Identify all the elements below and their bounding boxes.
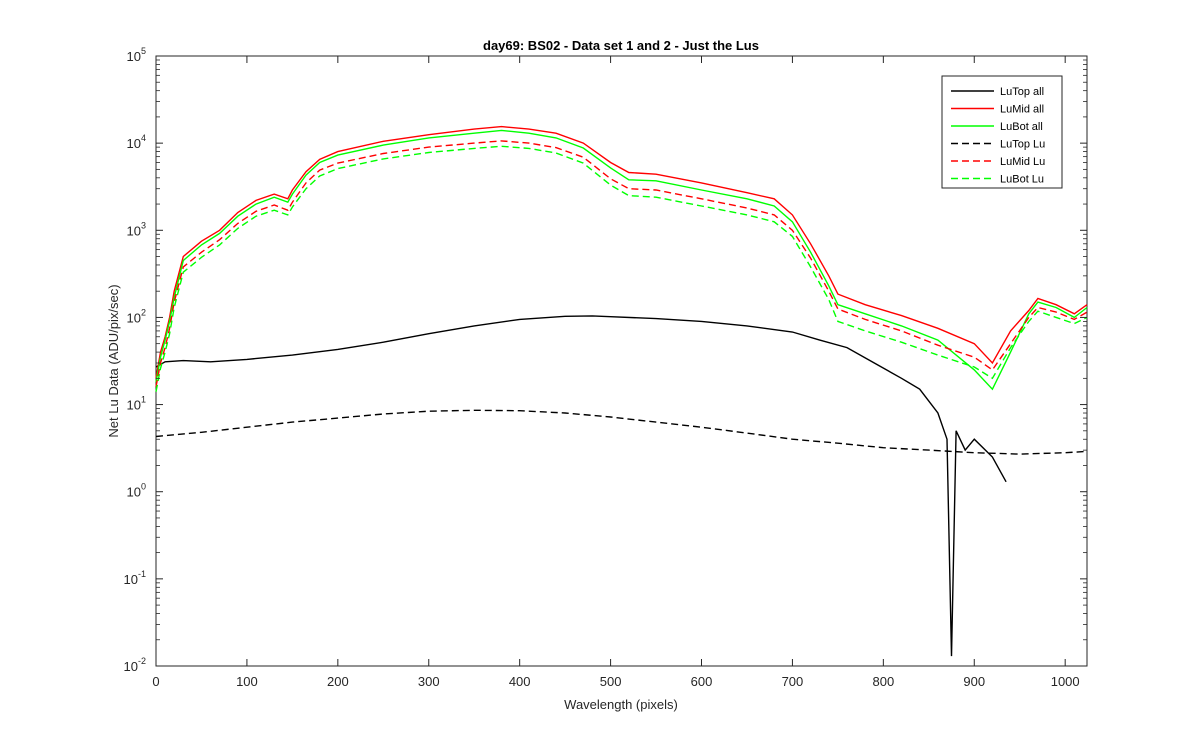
series-layer [155, 125, 1088, 657]
y-tick-exponent: -1 [138, 569, 146, 579]
y-tick-label: 100 [127, 482, 146, 500]
legend-label-1: LuMid all [1000, 104, 1044, 116]
series-line-0 [155, 315, 1007, 657]
y-tick-exponent: -2 [138, 656, 146, 666]
series-line-1 [155, 125, 1088, 379]
y-tick-base: 10 [127, 136, 141, 151]
tick-layer: 0 100 200 300 400 500 600 700 800 900 100010-210-1… [124, 46, 1087, 689]
y-tick-label: 104 [127, 133, 146, 151]
legend-label-4: LuMid Lu [1000, 156, 1045, 168]
x-tick-label: 0 [152, 674, 159, 689]
legend-label-2: LuBot all [1000, 121, 1043, 133]
x-tick-label: 800 [872, 674, 894, 689]
legend-label-3: LuTop Lu [1000, 139, 1045, 151]
x-tick-label: 1000 [1051, 674, 1080, 689]
legend-label-5: LuBot Lu [1000, 174, 1044, 186]
x-tick-label: 600 [691, 674, 713, 689]
x-tick-label: 100 [236, 674, 258, 689]
y-tick-exponent: 2 [141, 307, 146, 317]
series-line-3 [155, 409, 1088, 455]
x-tick-label: 900 [963, 674, 985, 689]
y-tick-label: 101 [127, 395, 146, 413]
y-tick-label: 105 [127, 46, 146, 64]
y-tick-base: 10 [127, 310, 141, 325]
x-tick-label: 500 [600, 674, 622, 689]
y-axis-title: Net Lu Data (ADU/pix/sec) [106, 284, 121, 437]
y-tick-exponent: 0 [141, 482, 146, 492]
y-tick-base: 10 [127, 49, 141, 64]
y-tick-label: 10-2 [124, 656, 146, 674]
legend-box [941, 75, 1063, 189]
y-tick-label: 103 [127, 220, 146, 238]
y-tick-base: 10 [127, 485, 141, 500]
series-line-5 [155, 145, 1088, 392]
y-tick-exponent: 4 [141, 133, 146, 143]
x-axis-title: Wavelength (pixels) [564, 697, 678, 712]
y-tick-exponent: 3 [141, 220, 146, 230]
y-tick-label: 102 [127, 307, 146, 325]
y-tick-base: 10 [124, 659, 138, 674]
y-tick-base: 10 [127, 223, 141, 238]
chart-title: day69: BS02 - Data set 1 and 2 - Just th… [483, 38, 759, 53]
legend: LuTop all LuMid all LuBot all LuTop Lu LuMid… [941, 75, 1063, 189]
x-tick-label: 200 [327, 674, 349, 689]
series-line-4 [155, 140, 1088, 387]
plot-area [155, 55, 1088, 667]
x-tick-label: 700 [782, 674, 804, 689]
x-tick-label: 400 [509, 674, 531, 689]
y-tick-exponent: 5 [141, 46, 146, 56]
y-tick-base: 10 [127, 398, 141, 413]
y-tick-exponent: 1 [141, 395, 146, 405]
y-tick-base: 10 [124, 572, 138, 587]
y-tick-label: 10-1 [124, 569, 146, 587]
x-tick-label: 300 [418, 674, 440, 689]
legend-label-0: LuTop all [1000, 86, 1044, 98]
